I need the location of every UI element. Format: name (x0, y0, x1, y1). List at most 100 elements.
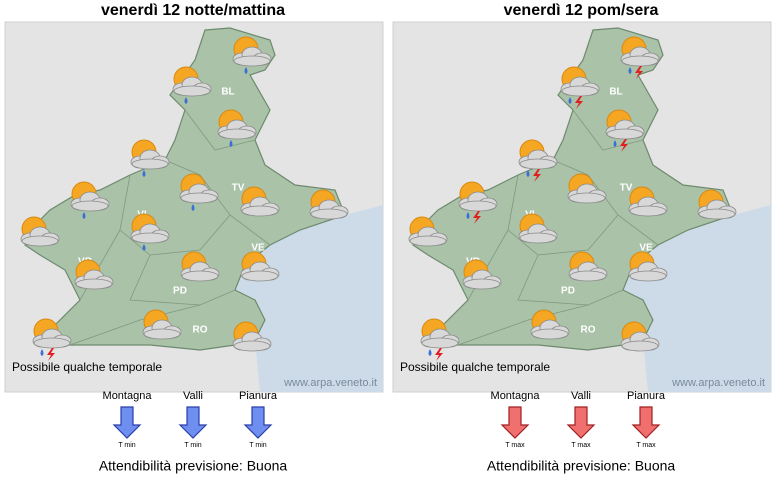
cloud (130, 223, 170, 244)
weather-icon (172, 66, 212, 104)
weather-icon (240, 251, 280, 282)
cloud-part (75, 278, 113, 290)
cloud-part (621, 340, 659, 352)
weather-icon (32, 318, 72, 361)
cloud-part (181, 270, 219, 282)
cloud-part (131, 158, 169, 170)
cloud (240, 196, 280, 217)
cloud-part (21, 235, 59, 247)
rain-drop (142, 244, 146, 251)
weather-icon (620, 36, 660, 79)
weather-icon (560, 66, 600, 109)
weather-icon (620, 321, 660, 352)
cloud (232, 46, 272, 67)
weather-icon (518, 139, 558, 182)
temperature-arrow (500, 406, 530, 439)
cloud (172, 76, 212, 97)
lightning (533, 169, 541, 182)
cloud-part (143, 328, 181, 340)
rain-drop (466, 212, 470, 219)
temperature-arrow (566, 406, 596, 439)
rain-drop (244, 67, 248, 74)
sea (235, 205, 383, 392)
cloud-part (629, 270, 667, 282)
temperature-label: T max (505, 442, 525, 449)
weather-icon (309, 189, 349, 220)
temperature-arrow (243, 406, 273, 439)
rain-drop (568, 97, 572, 104)
cloud-part (519, 232, 557, 244)
cloud (518, 223, 558, 244)
cloud (628, 261, 668, 282)
cloud-part (561, 85, 599, 97)
cloud-part (569, 270, 607, 282)
weather-icon (217, 109, 257, 147)
weather-icon (518, 213, 558, 244)
temperature-label: T max (571, 442, 591, 449)
forecast-panel: venerdì 12 pom/seraBLTVVIVRPDVEROPossibi… (392, 2, 772, 474)
cloud-part (519, 158, 557, 170)
cloud (20, 226, 60, 247)
province-label: PD (561, 286, 575, 297)
cloud-part (180, 192, 218, 204)
cloud-part (71, 200, 109, 212)
weather-icon (628, 186, 668, 217)
temperature-label: T min (118, 442, 135, 449)
reliability: Attendibilità previsione: Buona (487, 458, 676, 474)
cloud-part (621, 55, 659, 67)
lightning (435, 348, 443, 361)
cloud-part (463, 278, 501, 290)
province-label: TV (620, 183, 633, 194)
zone-name: Pianura (627, 390, 666, 402)
cloud (130, 149, 170, 170)
rain-drop (142, 170, 146, 177)
weather-icon (697, 189, 737, 220)
province-label: BL (221, 87, 234, 98)
cloud-part (233, 55, 271, 67)
cloud-part (241, 270, 279, 282)
weather-icon (462, 259, 502, 290)
weather-icon (232, 321, 272, 352)
weather-icon (180, 251, 220, 282)
cloud (179, 183, 219, 204)
sea (623, 205, 771, 392)
cloud (567, 183, 607, 204)
note: Possibile qualche temporale (12, 360, 162, 374)
cloud-part (568, 192, 606, 204)
cloud-part (218, 128, 256, 140)
cloud (530, 319, 570, 340)
cloud (568, 261, 608, 282)
rain-drop (184, 97, 188, 104)
weather-icon (408, 216, 448, 247)
cloud (70, 191, 110, 212)
cloud (232, 331, 272, 352)
lightning (47, 348, 55, 361)
weather-icon (232, 36, 272, 74)
province-label: VE (639, 243, 653, 254)
cloud-part (233, 340, 271, 352)
weather-icon (530, 309, 570, 340)
weather-icon (130, 139, 170, 177)
cloud (142, 319, 182, 340)
temperature-label: T max (636, 442, 656, 449)
rain-drop (628, 67, 632, 74)
zone-name: Valli (571, 390, 591, 402)
weather-icon (142, 309, 182, 340)
cloud-part (33, 337, 71, 349)
rain-drop (428, 349, 432, 356)
rain-drop (613, 140, 617, 147)
province-label: TV (232, 183, 245, 194)
cloud (620, 331, 660, 352)
lightning (635, 66, 643, 79)
cloud (32, 328, 72, 349)
rain-drop (191, 204, 195, 211)
cloud-part (421, 337, 459, 349)
rain-drop (229, 140, 233, 147)
lightning (575, 96, 583, 109)
cloud (309, 199, 349, 220)
cloud (458, 191, 498, 212)
province-label: BL (609, 87, 622, 98)
weather-icon (628, 251, 668, 282)
cloud (697, 199, 737, 220)
